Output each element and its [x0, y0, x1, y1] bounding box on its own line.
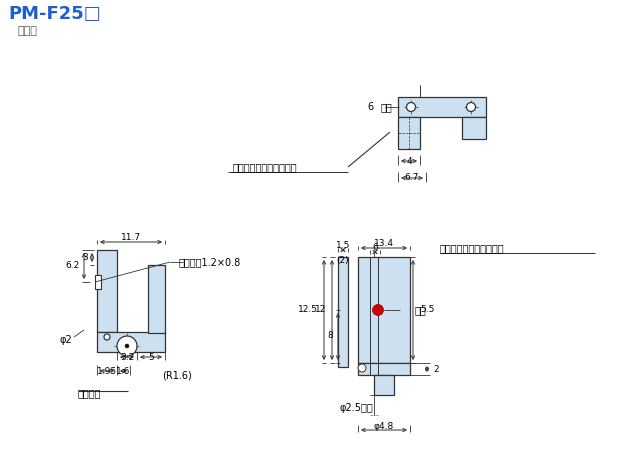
- Text: 11.7: 11.7: [121, 233, 141, 242]
- Text: 1.95: 1.95: [97, 367, 117, 376]
- Text: φ2: φ2: [60, 335, 72, 345]
- Bar: [97, 250, 117, 332]
- Text: φ2.5电缆: φ2.5电缆: [340, 403, 374, 413]
- Text: 5: 5: [148, 352, 154, 361]
- Bar: [358, 363, 410, 375]
- Bar: [462, 117, 486, 139]
- Text: 5.5: 5.5: [420, 306, 435, 315]
- Text: 6.7: 6.7: [405, 174, 419, 183]
- Bar: [398, 97, 486, 117]
- Text: 3: 3: [83, 253, 88, 262]
- Bar: [374, 375, 394, 395]
- Text: 3.2: 3.2: [120, 352, 134, 361]
- Bar: [97, 332, 165, 352]
- Text: 光轴: 光轴: [415, 305, 427, 315]
- Text: 8: 8: [327, 332, 333, 341]
- Circle shape: [125, 344, 129, 348]
- Bar: [148, 265, 165, 333]
- Circle shape: [467, 103, 476, 112]
- Bar: [398, 117, 420, 149]
- Text: PM-F25□: PM-F25□: [8, 5, 100, 23]
- Text: 工作状态指示灯（橙色）: 工作状态指示灯（橙色）: [233, 162, 298, 172]
- Text: 13.4: 13.4: [374, 239, 394, 248]
- Circle shape: [372, 305, 383, 315]
- Circle shape: [104, 334, 110, 340]
- Text: 12.5: 12.5: [298, 306, 318, 315]
- Text: (R1.6): (R1.6): [162, 370, 192, 380]
- Circle shape: [358, 364, 366, 372]
- Text: φ4.8: φ4.8: [374, 421, 394, 430]
- Text: 光轴: 光轴: [380, 102, 392, 112]
- Bar: [338, 257, 348, 367]
- Text: 传感器: 传感器: [18, 26, 38, 36]
- Text: 1.6: 1.6: [116, 367, 130, 376]
- Text: 4: 4: [406, 157, 412, 166]
- Text: 6.2: 6.2: [66, 262, 80, 271]
- Text: 工作状态指示灯（橙色）: 工作状态指示灯（橙色）: [440, 243, 504, 253]
- Text: 1.5: 1.5: [336, 242, 350, 251]
- Circle shape: [117, 336, 137, 356]
- Bar: [95, 275, 101, 289]
- Text: 12: 12: [315, 306, 326, 315]
- Bar: [358, 257, 410, 363]
- Circle shape: [406, 103, 415, 112]
- Text: 6: 6: [367, 102, 373, 112]
- Text: 安装长孔: 安装长孔: [78, 388, 102, 398]
- Text: (2): (2): [337, 255, 349, 264]
- Text: 光轴宽度1.2×0.8: 光轴宽度1.2×0.8: [179, 257, 241, 267]
- Text: 2: 2: [433, 365, 438, 374]
- Text: 6: 6: [372, 244, 378, 253]
